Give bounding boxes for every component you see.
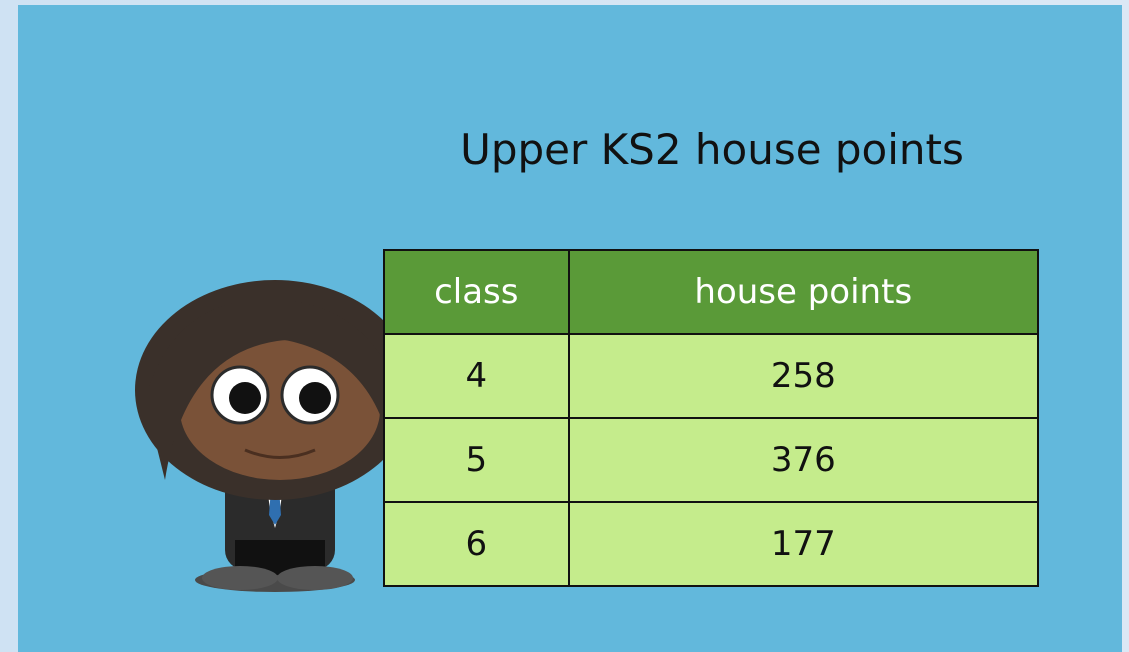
page: {"slide": {"title": "Upper KS2 house poi… [0,0,1129,652]
table-cell: 258 [569,334,1038,418]
table-cell: 6 [384,502,569,586]
table-cell: 5 [384,418,569,502]
header-row: class house points [384,250,1038,334]
character-illustration [135,280,425,595]
header-cell: house points [569,250,1038,334]
slide-title: Upper KS2 house points [380,125,1044,174]
header-cell: class [384,250,569,334]
table-cell: 376 [569,418,1038,502]
table-cell: 177 [569,502,1038,586]
table-cell: 4 [384,334,569,418]
